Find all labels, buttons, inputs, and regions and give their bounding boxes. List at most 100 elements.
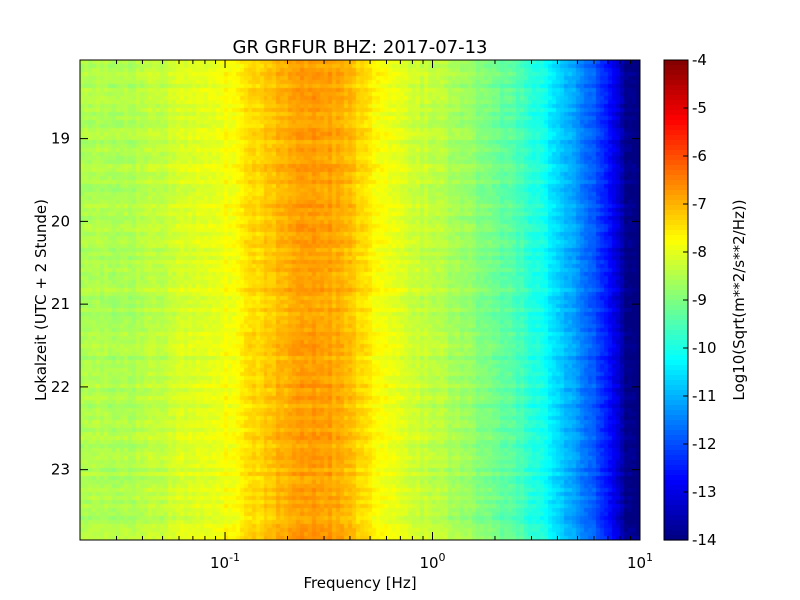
x-tick-label: 100 xyxy=(419,551,445,572)
colorbar-swatch xyxy=(664,180,688,186)
colorbar-swatch xyxy=(664,275,688,281)
y-tick-label: 22 xyxy=(51,378,70,396)
y-tick-label: 19 xyxy=(51,130,70,148)
colorbar-swatch xyxy=(664,360,688,366)
colorbar-swatch xyxy=(664,145,688,151)
colorbar-swatch xyxy=(664,405,688,411)
colorbar-swatch xyxy=(664,380,688,386)
colorbar-swatch xyxy=(664,455,688,461)
colorbar-swatch xyxy=(664,280,688,286)
chart-title: GR GRFUR BHZ: 2017-07-13 xyxy=(233,37,488,58)
plot-area: 10-1 100 101 19 20 21 22 23 xyxy=(51,59,653,572)
x-tick-label: 101 xyxy=(627,551,653,572)
colorbar-swatch xyxy=(664,90,688,96)
colorbar-swatch xyxy=(664,465,688,471)
colorbar-swatch xyxy=(664,85,688,91)
colorbar-swatch xyxy=(664,290,688,296)
colorbar-swatch xyxy=(664,175,688,181)
colorbar-swatch xyxy=(664,510,688,516)
colorbar-swatch xyxy=(664,95,688,101)
colorbar-swatch xyxy=(664,535,688,541)
plot-frame xyxy=(79,59,641,541)
colorbar-swatch xyxy=(664,410,688,416)
x-tick-label: 10-1 xyxy=(210,551,240,572)
colorbar-swatch xyxy=(664,160,688,166)
colorbar-swatch xyxy=(664,135,688,141)
colorbar-swatch xyxy=(664,75,688,81)
colorbar-swatch xyxy=(664,450,688,456)
colorbar-tick-label: -5 xyxy=(692,99,707,117)
colorbar-swatch xyxy=(664,485,688,491)
colorbar: -4 -5 -6 -7 -8 -9 -10 -11 -12 -13 -14 xyxy=(663,51,717,549)
colorbar-swatch xyxy=(664,235,688,241)
colorbar-swatch xyxy=(664,435,688,441)
spectrogram-image xyxy=(80,60,640,540)
colorbar-swatch xyxy=(664,345,688,351)
colorbar-swatch xyxy=(664,480,688,486)
colorbar-swatch xyxy=(664,330,688,336)
colorbar-swatch xyxy=(664,255,688,261)
colorbar-swatch xyxy=(664,105,688,111)
colorbar-tick-label: -11 xyxy=(692,387,717,405)
colorbar-swatch xyxy=(664,515,688,521)
colorbar-swatch xyxy=(664,365,688,371)
colorbar-swatch xyxy=(664,355,688,361)
colorbar-tick-label: -8 xyxy=(692,243,707,261)
colorbar-swatch xyxy=(664,195,688,201)
y-tick-label: 20 xyxy=(51,212,70,230)
colorbar-swatch xyxy=(664,320,688,326)
colorbar-swatch xyxy=(664,460,688,466)
colorbar-swatch xyxy=(664,70,688,76)
colorbar-swatch xyxy=(664,115,688,121)
colorbar-swatch xyxy=(664,415,688,421)
colorbar-swatch xyxy=(664,125,688,131)
colorbar-swatch xyxy=(664,470,688,476)
x-axis-label: Frequency [Hz] xyxy=(303,574,416,592)
colorbar-swatch xyxy=(664,440,688,446)
colorbar-swatch xyxy=(664,525,688,531)
colorbar-swatch xyxy=(664,370,688,376)
colorbar-swatch xyxy=(664,240,688,246)
colorbar-swatch xyxy=(664,155,688,161)
colorbar-swatch xyxy=(664,130,688,136)
colorbar-swatch xyxy=(664,475,688,481)
colorbar-tick-label: -4 xyxy=(692,51,707,69)
colorbar-swatch xyxy=(664,100,688,106)
colorbar-swatch xyxy=(664,350,688,356)
colorbar-swatch xyxy=(664,310,688,316)
colorbar-swatch xyxy=(664,225,688,231)
colorbar-swatch xyxy=(664,265,688,271)
colorbar-swatch xyxy=(664,530,688,536)
colorbar-swatch xyxy=(664,220,688,226)
colorbar-swatch xyxy=(664,120,688,126)
colorbar-swatch xyxy=(664,395,688,401)
colorbar-swatch xyxy=(664,385,688,391)
colorbar-swatch xyxy=(664,170,688,176)
colorbar-swatch xyxy=(664,150,688,156)
colorbar-swatch xyxy=(664,445,688,451)
colorbar-swatch xyxy=(664,500,688,506)
colorbar-swatch xyxy=(664,285,688,291)
colorbar-swatch xyxy=(664,300,688,306)
colorbar-swatch xyxy=(664,165,688,171)
colorbar-swatch xyxy=(664,190,688,196)
colorbar-swatch xyxy=(664,110,688,116)
colorbar-tick-label: -14 xyxy=(692,531,717,549)
colorbar-swatch xyxy=(664,400,688,406)
colorbar-swatch xyxy=(664,315,688,321)
colorbar-swatch xyxy=(664,425,688,431)
colorbar-swatch xyxy=(664,260,688,266)
colorbar-swatch xyxy=(664,205,688,211)
colorbar-swatch xyxy=(664,270,688,276)
y-tick-label: 21 xyxy=(51,295,70,313)
colorbar-swatch xyxy=(664,210,688,216)
y-tick-label: 23 xyxy=(51,461,70,479)
colorbar-swatch xyxy=(664,230,688,236)
colorbar-swatch xyxy=(664,340,688,346)
colorbar-swatch xyxy=(664,305,688,311)
colorbar-swatch xyxy=(664,335,688,341)
colorbar-tick-label: -6 xyxy=(692,147,707,165)
colorbar-swatch xyxy=(664,140,688,146)
colorbar-tick-label: -13 xyxy=(692,483,717,501)
